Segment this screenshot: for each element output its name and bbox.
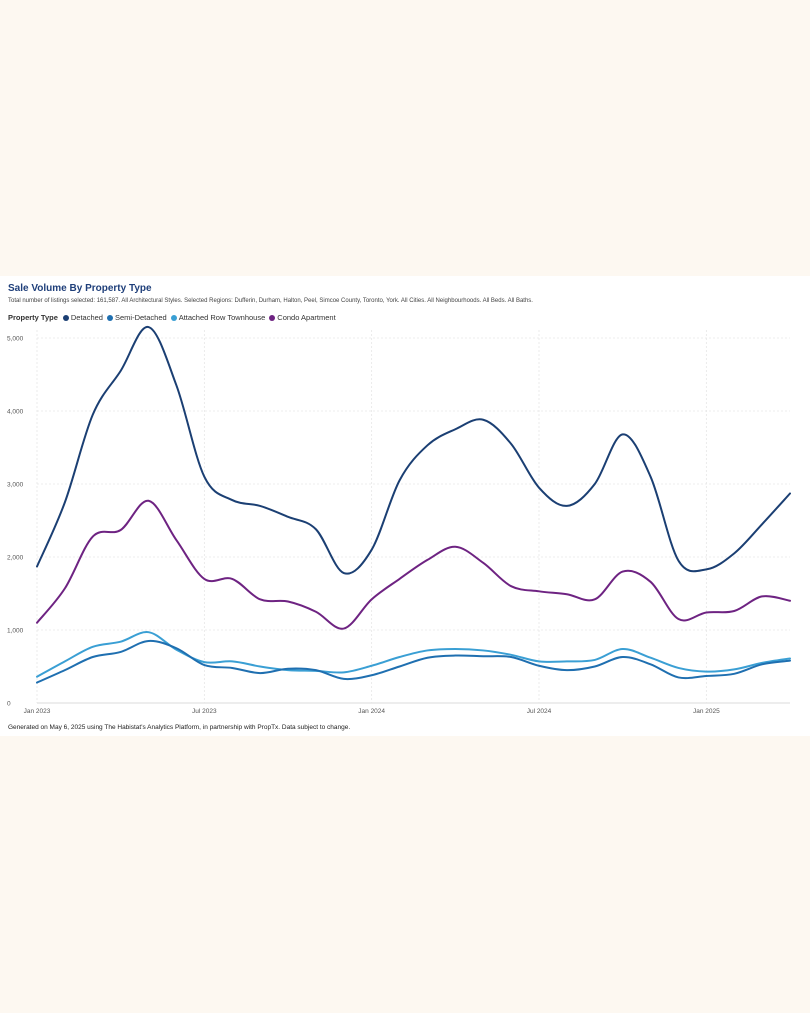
legend-dot-icon [62, 314, 69, 321]
legend-label: Semi-Detached [114, 313, 167, 322]
chart-title: Sale Volume By Property Type [8, 283, 152, 294]
series-line-semi-detached [36, 639, 791, 684]
legend-label: Attached Row Townhouse [178, 313, 266, 322]
x-tick-label: Jul 2024 [527, 708, 552, 715]
legend-item-semi-detached[interactable]: Semi-Detached [106, 313, 167, 322]
series-line-attached-row-townhouse [36, 631, 791, 678]
y-tick-label: 2,000 [7, 555, 24, 562]
legend-label: Detached [70, 313, 103, 322]
legend-item-condo-apartment[interactable]: Condo Apartment [269, 313, 336, 322]
footer-note: Generated on May 6, 2025 using The Habis… [8, 724, 351, 731]
legend-dot-icon [170, 314, 177, 321]
legend-label: Condo Apartment [277, 313, 336, 322]
legend-dot-icon [269, 314, 276, 321]
y-tick-label: 3,000 [7, 482, 24, 489]
legend-item-detached[interactable]: Detached [62, 313, 103, 322]
chart-subtitle: Total number of listings selected: 161,5… [8, 298, 533, 304]
legend-dot-icon [106, 314, 113, 321]
series-line-condo-apartment [36, 499, 791, 630]
y-tick-label: 4,000 [7, 409, 24, 416]
y-tick-label: 0 [7, 701, 11, 708]
chart-card: Sale Volume By Property Type Total numbe… [0, 276, 810, 736]
x-tick-label: Jan 2025 [693, 708, 720, 715]
line-chart: 0 1,000 2,000 3,000 4,000 5,000 Jan 2023 Jul 20… [7, 326, 791, 715]
x-tick-label: Jan 2023 [24, 708, 51, 715]
series-line-detached [36, 326, 791, 575]
legend: Property Type Detached Semi-Detached Att… [8, 313, 340, 322]
x-tick-label: Jul 2023 [192, 708, 217, 715]
legend-title: Property Type [8, 313, 58, 322]
y-tick-label: 1,000 [7, 628, 24, 635]
y-tick-label: 5,000 [7, 336, 24, 343]
legend-item-attached-row-townhouse[interactable]: Attached Row Townhouse [170, 313, 266, 322]
x-tick-label: Jan 2024 [358, 708, 385, 715]
